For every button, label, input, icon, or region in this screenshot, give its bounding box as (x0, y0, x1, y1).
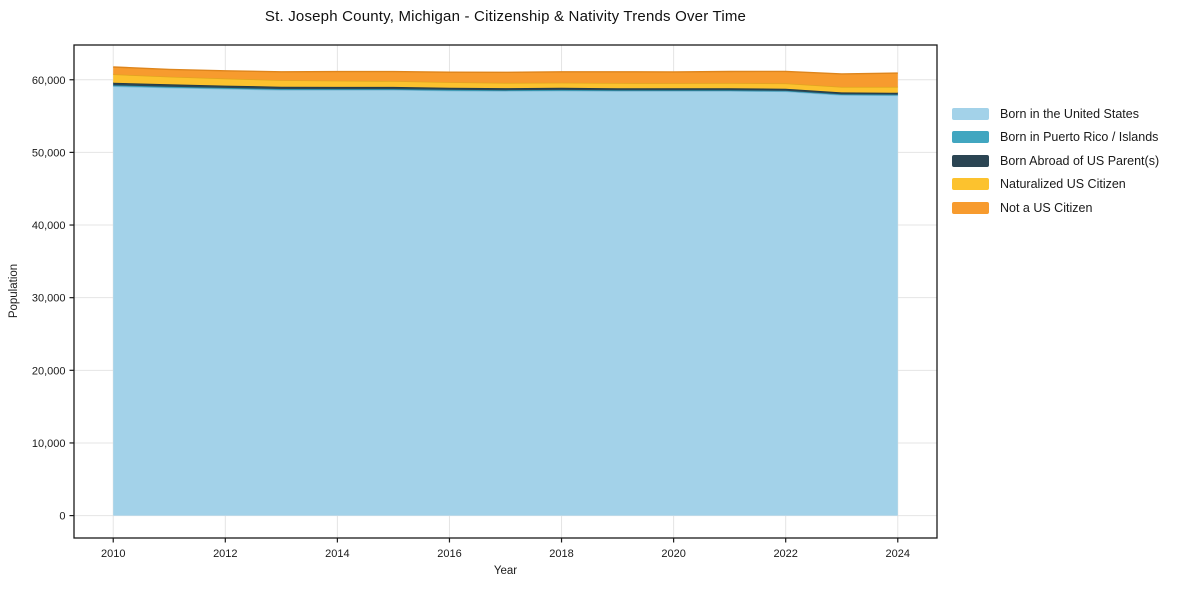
area-born-in-the-united-states (113, 86, 898, 516)
legend-swatch (952, 131, 989, 144)
legend-label: Born in Puerto Rico / Islands (1000, 130, 1159, 145)
legend-item-not-a-us-citizen: Not a US Citizen (952, 196, 1159, 220)
y-tick-label: 50,000 (32, 147, 66, 159)
edge-not-a-us-citizen (113, 66, 898, 75)
x-tick-label: 2012 (213, 548, 237, 560)
x-axis-label: Year (493, 565, 518, 577)
x-tick-label: 2024 (886, 548, 910, 560)
legend-label: Not a US Citizen (1000, 200, 1093, 215)
y-tick-label: 0 (59, 511, 65, 523)
y-axis-label: Population (8, 263, 20, 319)
y-tick-label: 30,000 (32, 293, 66, 305)
legend-label: Born Abroad of US Parent(s) (1000, 153, 1160, 168)
y-tick-label: 20,000 (32, 365, 66, 377)
legend-label: Naturalized US Citizen (1000, 177, 1126, 192)
x-tick-label: 2020 (661, 548, 685, 560)
chart-title: St. Joseph County, Michigan - Citizenshi… (264, 8, 747, 25)
x-tick-label: 2014 (325, 548, 349, 560)
legend-swatch (952, 201, 989, 214)
legend-swatch (952, 107, 989, 120)
legend-item-born-in-puerto-rico-islands: Born in Puerto Rico / Islands (952, 126, 1159, 150)
y-tick-label: 60,000 (32, 75, 66, 87)
y-tick-label: 40,000 (32, 220, 66, 232)
legend-item-naturalized-us-citizen: Naturalized US Citizen (952, 173, 1159, 197)
legend-swatch (952, 178, 989, 191)
legend-swatch (952, 154, 989, 167)
legend-label: Born in the United States (1000, 106, 1139, 121)
x-tick-label: 2016 (437, 548, 461, 560)
legend-item-born-abroad-of-us-parent-s: Born Abroad of US Parent(s) (952, 149, 1159, 173)
x-tick-label: 2022 (773, 548, 797, 560)
x-tick-label: 2010 (101, 548, 125, 560)
y-tick-label: 10,000 (32, 438, 66, 450)
x-tick-label: 2018 (549, 548, 573, 560)
legend-item-born-in-the-united-states: Born in the United States (952, 102, 1159, 126)
legend: Born in the United States Born in Puerto … (952, 102, 1159, 220)
plot-border (73, 44, 938, 539)
